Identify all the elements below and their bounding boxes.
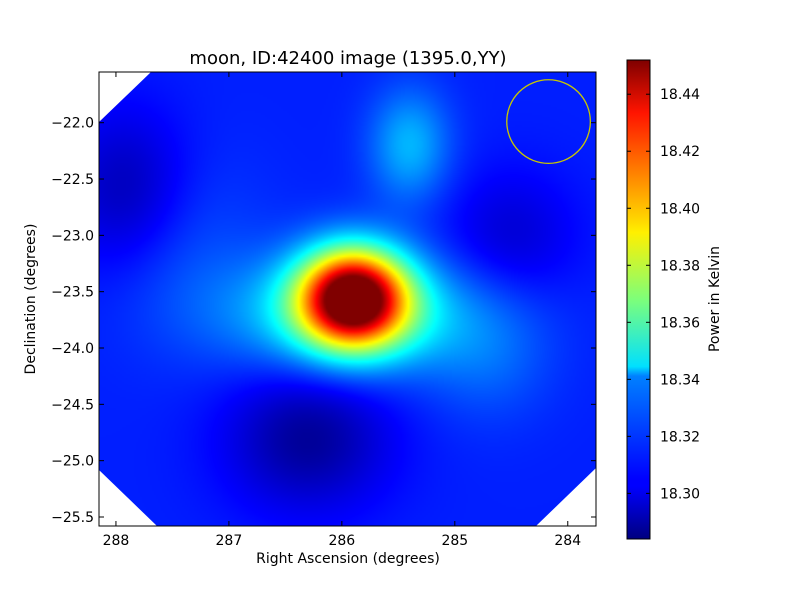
- y-tick-label: −25.0: [51, 454, 94, 470]
- y-tick-label: −25.5: [51, 510, 94, 526]
- y-tick-label: −22.5: [51, 172, 94, 188]
- colorbar-tick-label: 18.32: [660, 429, 700, 445]
- chart-title: moon, ID:42400 image (1395.0,YY): [189, 48, 506, 69]
- y-tick-label: −24.0: [51, 341, 94, 357]
- mask-corner-top-left: [99, 72, 151, 122]
- x-tick-label: 286: [328, 533, 355, 549]
- y-tick-label: −24.5: [51, 397, 94, 413]
- colorbar-label: Power in Kelvin: [707, 246, 723, 352]
- y-tick-label: −23.0: [51, 228, 94, 244]
- colorbar-tick-label: 18.30: [660, 486, 700, 502]
- colorbar-tick-label: 18.44: [660, 87, 700, 103]
- plot-frame: [98, 71, 597, 527]
- colorbar-ticks: 18.30 18.32 18.34 18.36 18.38 18.40 18.42 18.44: [627, 87, 700, 502]
- x-tick-label: 287: [216, 533, 243, 549]
- x-tick-label: 284: [554, 533, 581, 549]
- mask-corner-bottom-left: [99, 470, 157, 526]
- colorbar: [626, 59, 651, 540]
- y-axis: −22.0 −22.5 −23.0 −23.5 −24.0 −24.5 −25.0 −25.5: [51, 116, 596, 526]
- colorbar-tick-label: 18.38: [660, 258, 700, 274]
- x-axis-label: Right Ascension (degrees): [256, 551, 440, 567]
- x-axis: 288 287 286 285 284: [103, 72, 581, 549]
- colorbar-tick-label: 18.34: [660, 372, 700, 388]
- colorbar-tick-label: 18.36: [660, 315, 700, 331]
- y-tick-label: −22.0: [51, 116, 94, 132]
- x-tick-label: 288: [103, 533, 130, 549]
- y-tick-label: −23.5: [51, 285, 94, 301]
- beam-circle: [506, 79, 592, 165]
- mask-corner-bottom-right: [536, 468, 596, 526]
- colorbar-tick-label: 18.40: [660, 201, 700, 217]
- colorbar-tick-label: 18.42: [660, 144, 700, 160]
- heatmap-image: [99, 72, 596, 526]
- x-tick-label: 285: [441, 533, 468, 549]
- y-axis-label: Declination (degrees): [23, 224, 39, 375]
